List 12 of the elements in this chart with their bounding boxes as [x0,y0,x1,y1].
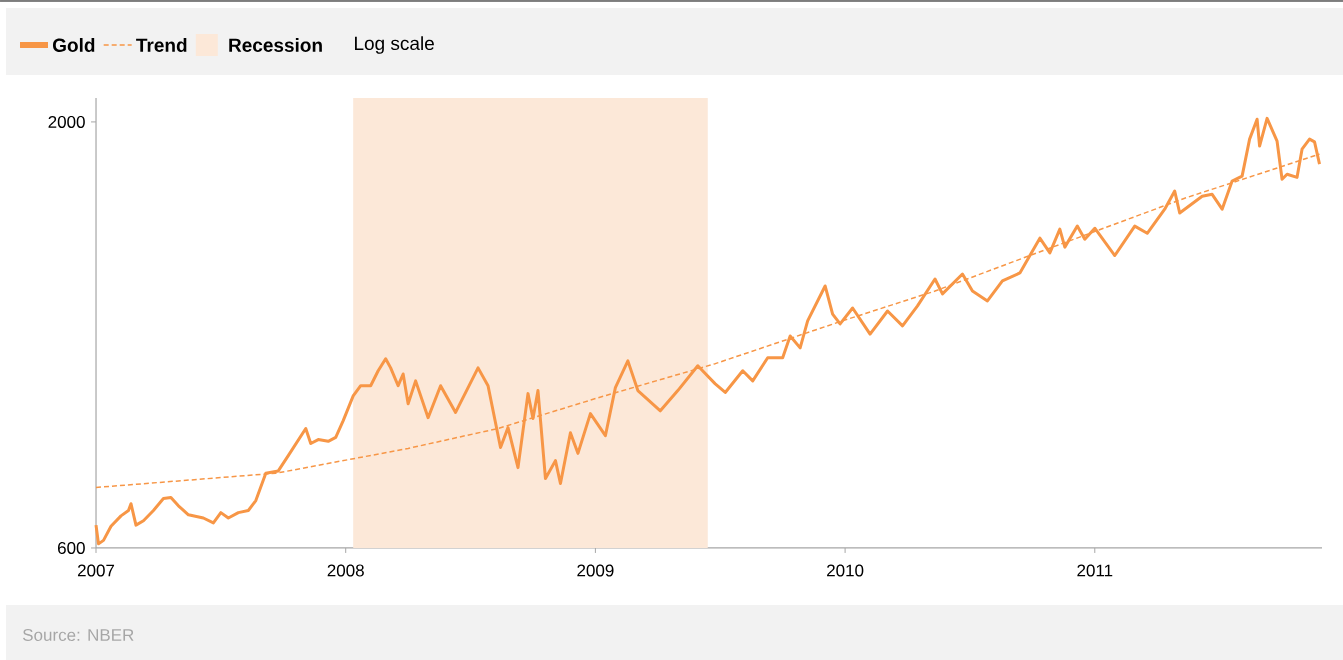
text: Log scale [355,36,434,54]
legend-label: Gold [53,38,95,52]
x-tick-label: 2009 [577,564,614,577]
source-note: Source: NBER [22,628,134,642]
legend-label: Recession [229,38,322,52]
y-tick-label: 600 [58,541,85,554]
legend-label: Trend [136,38,187,52]
x-tick-label: 2008 [327,564,364,577]
x-tick-label: 2007 [77,564,115,577]
x-tick-label: 2010 [827,564,864,577]
y-tick-label: 2000 [48,115,85,128]
x-tick-label: 2011 [1077,564,1113,577]
